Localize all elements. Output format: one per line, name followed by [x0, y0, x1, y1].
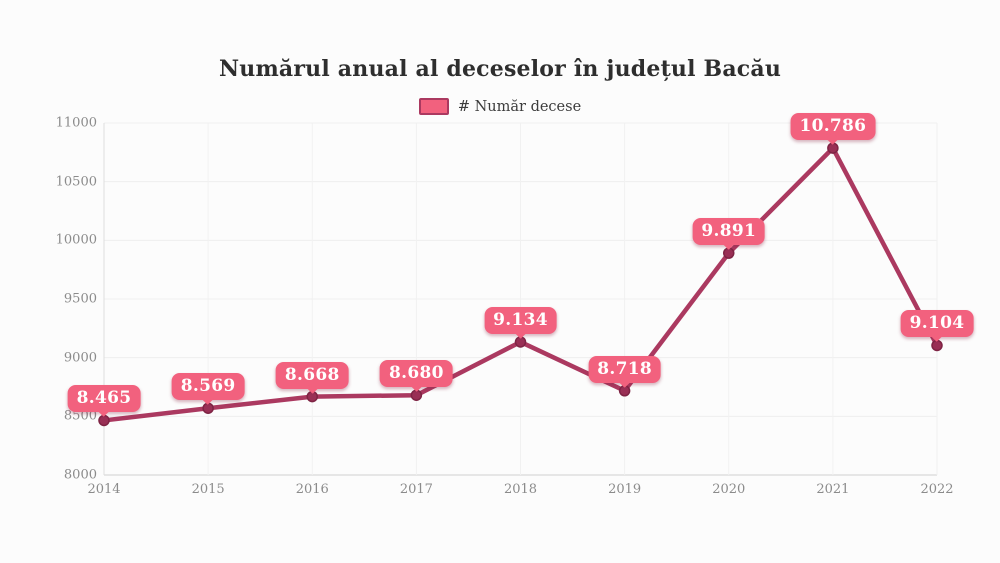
legend-label[interactable]: # Număr decese [457, 98, 582, 115]
x-tick-label: 2022 [920, 482, 954, 497]
point-label[interactable]: 8.569 [171, 373, 245, 401]
y-tick-label: 8500 [63, 408, 97, 424]
x-tick-label: 2021 [816, 482, 850, 497]
y-tick-label: 9000 [63, 350, 97, 366]
x-tick-label: 2018 [503, 482, 538, 497]
chart-title: Numărul anual al deceselor în județul Ba… [218, 56, 782, 82]
legend: # Număr decese [0, 98, 1000, 115]
data-point-marker[interactable] [202, 402, 214, 414]
point-label[interactable]: 8.465 [67, 385, 141, 413]
x-tick-label: 2015 [191, 482, 225, 497]
point-label[interactable]: 8.680 [380, 360, 453, 388]
point-label[interactable]: 8.668 [275, 361, 349, 389]
y-tick-label: 10000 [55, 232, 97, 248]
point-label[interactable]: 9.104 [900, 310, 974, 338]
x-tick-label: 2020 [712, 482, 746, 497]
x-tick-label: 2014 [87, 482, 121, 497]
y-tick-label: 11000 [55, 115, 97, 131]
data-point-marker[interactable] [98, 414, 110, 427]
point-label[interactable]: 8.718 [588, 355, 661, 383]
x-tick-label: 2016 [295, 482, 329, 497]
y-tick-label: 9500 [63, 291, 97, 307]
point-label[interactable]: 9.134 [484, 306, 557, 334]
point-label[interactable]: 10.786 [790, 113, 876, 141]
data-point-marker[interactable] [931, 339, 943, 352]
y-tick-label: 10500 [55, 174, 97, 190]
point-label[interactable]: 9.891 [692, 218, 766, 246]
legend-swatch-icon[interactable] [418, 98, 449, 115]
x-tick-label: 2019 [608, 482, 642, 497]
y-tick-label: 8000 [63, 467, 97, 483]
data-point-marker[interactable] [827, 142, 839, 154]
x-tick-label: 2017 [399, 482, 433, 497]
